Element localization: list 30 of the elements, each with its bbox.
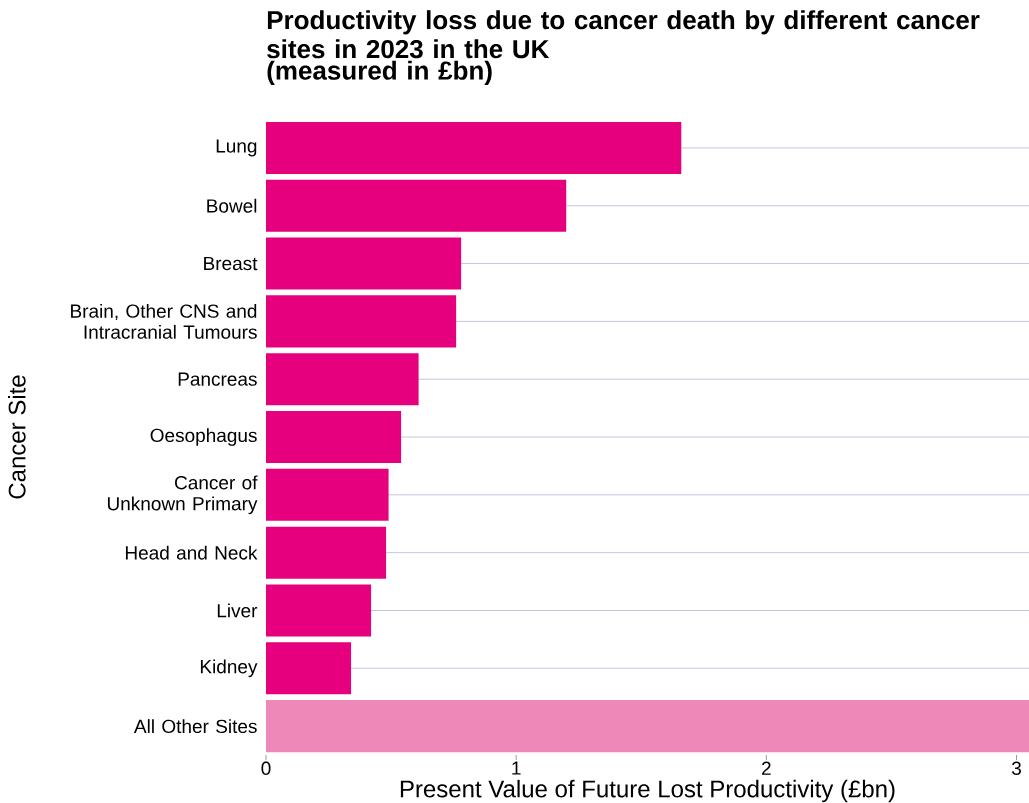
y-tick-label: Brain, Other CNS and Intracranial Tumours [71, 303, 257, 339]
y-tick-label: Oesophagus [150, 428, 257, 446]
y-tick-label: Liver [217, 603, 258, 618]
y-axis-title: Cancer Site [8, 375, 26, 499]
bar [266, 526, 387, 579]
bar [266, 584, 372, 637]
bar [266, 411, 402, 464]
chart-subtitle: (measured in £bn) [267, 60, 492, 85]
bar [266, 353, 419, 406]
bar [266, 121, 682, 174]
bar [266, 468, 389, 521]
y-tick-label: Breast [204, 256, 258, 271]
y-tick-label: All Other Sites [133, 719, 257, 734]
y-tick-label: Kidney [200, 659, 258, 678]
chart-title: Productivity loss due to cancer death by different cancer sites in 2023 in the UK [267, 10, 980, 59]
y-tick-label: Pancreas [178, 372, 257, 386]
x-tick-label: 0 [261, 761, 271, 775]
bar [266, 642, 352, 695]
y-tick-label: Lung [216, 139, 257, 157]
y-tick-label: Cancer of Unknown Primary [107, 475, 258, 515]
bar [266, 179, 567, 232]
x-tick-label: 3 [1011, 761, 1021, 775]
x-axis-title: Present Value of Future Lost Productivity (£bn) [400, 779, 895, 803]
y-tick-label: Head and Neck [125, 545, 258, 560]
x-tick-label: 2 [762, 761, 771, 775]
y-tick-label: Bowel [207, 198, 257, 213]
bar [266, 237, 462, 290]
bar [266, 700, 1029, 753]
bar [266, 295, 457, 348]
x-tick-label: 1 [512, 761, 521, 775]
